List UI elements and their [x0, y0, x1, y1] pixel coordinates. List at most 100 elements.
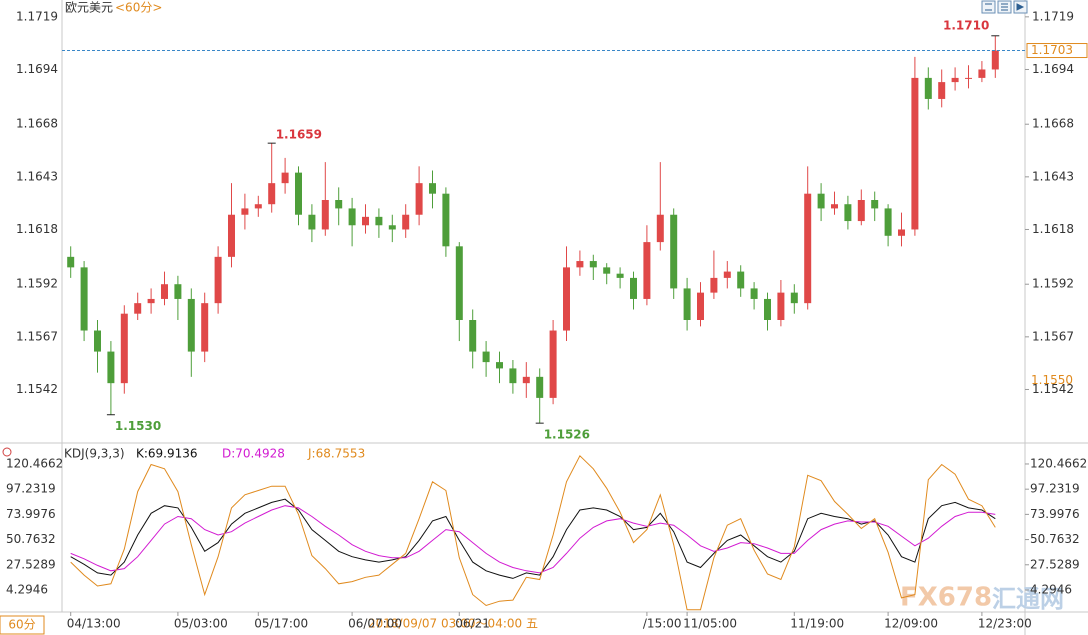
y-tick-label: 1.1618: [1032, 222, 1074, 236]
candle-body: [94, 330, 101, 352]
candle-body: [978, 69, 986, 78]
candle-body: [656, 214, 664, 243]
candle-body: [884, 208, 892, 236]
candle-body: [898, 229, 905, 236]
candle-body: [509, 368, 517, 384]
tool-button[interactable]: [981, 0, 996, 14]
y-tick-label: 120.4662: [6, 456, 63, 470]
candle-body: [308, 214, 316, 230]
candle-body: [616, 273, 624, 278]
candle-body: [415, 183, 423, 215]
candle-body: [817, 193, 825, 209]
x-tick-label: 06/07:00: [348, 617, 402, 631]
tool-icon: [1001, 3, 1025, 11]
x-tick-label: 12/09:00: [884, 617, 938, 631]
candle-body: [951, 77, 959, 83]
y-tick-label: 73.9976: [1030, 507, 1080, 521]
candle-body: [67, 256, 75, 268]
candle-body: [790, 292, 798, 304]
candle-body: [938, 82, 946, 99]
y-tick-label: 1.1592: [1032, 277, 1074, 291]
candle-body: [630, 277, 637, 299]
y-tick-label: 1.1643: [1032, 169, 1074, 183]
candle-body: [496, 362, 503, 369]
candle-body: [871, 200, 879, 209]
watermark: FX678: [900, 583, 992, 613]
chart-title: 欧元美元: [65, 1, 113, 15]
y-tick-label: 50.7632: [6, 532, 56, 546]
candle-body: [697, 292, 704, 320]
candle-body: [455, 246, 463, 320]
y-tick-label: 27.5289: [6, 557, 56, 571]
candle-body: [549, 330, 557, 398]
crosshair-time: 2018/09/07 03:00～04:00 五: [368, 617, 538, 631]
y-tick-label: 1.1643: [16, 169, 58, 183]
indicator-title: KDJ(9,3,3): [64, 447, 125, 461]
y-tick-label: 1.1542: [1032, 382, 1074, 396]
y-tick-label: 1.1719: [16, 9, 58, 23]
candle-body: [844, 204, 852, 222]
extreme-label: 1.1710: [943, 18, 989, 32]
candle-body: [201, 303, 209, 352]
candle-body: [469, 320, 477, 352]
y-tick-label: 1.1542: [16, 382, 58, 396]
candle-body: [804, 193, 812, 304]
y-tick-label: 1.1694: [16, 62, 58, 76]
tool-icon: [985, 3, 992, 11]
x-tick-label: /15:00: [643, 617, 682, 631]
x-tick-label: 11/19:00: [790, 617, 844, 631]
legend-label: D:70.4928: [222, 447, 285, 461]
candle-body: [924, 77, 932, 99]
candle-body: [563, 267, 570, 331]
y-tick-label: 1.1668: [1032, 117, 1074, 131]
candle-body: [670, 214, 678, 289]
extreme-label: 1.1526: [544, 428, 590, 442]
x-tick-label: 06/21: [455, 617, 490, 631]
candle-body: [683, 288, 691, 320]
toolbar[interactable]: [981, 0, 1028, 14]
current-price-label: 1.1703: [1031, 43, 1073, 57]
candle-body: [241, 208, 249, 215]
x-tick-label: 04/13:00: [67, 617, 121, 631]
candle-body: [80, 267, 88, 331]
candle-body: [576, 261, 584, 268]
candle-body: [254, 204, 262, 209]
extreme-label: 1.1659: [276, 128, 322, 142]
candle-body: [991, 50, 999, 70]
candle-body: [281, 172, 289, 184]
candle-body: [187, 298, 195, 352]
x-tick-label: 12/23:00: [978, 617, 1032, 631]
period-button-label[interactable]: 60分: [8, 618, 35, 632]
period-button[interactable]: [0, 615, 45, 635]
y-tick-label: 1.1694: [1032, 62, 1074, 76]
candle-body: [857, 200, 865, 222]
candle-body: [375, 216, 383, 226]
y-tick-label: 1.1567: [1032, 329, 1074, 343]
candle-body: [522, 376, 530, 384]
candle-body: [228, 214, 235, 257]
y-tick-label: 1.1668: [16, 117, 58, 131]
candle-body: [147, 298, 155, 304]
candle-body: [710, 277, 718, 293]
candle-body: [723, 271, 731, 278]
candle-body: [295, 172, 302, 215]
candle-body: [161, 284, 168, 299]
price-marker-label: 1.1550: [1031, 373, 1073, 387]
candle-body: [536, 376, 544, 398]
candle-body: [965, 77, 972, 79]
candle-body: [831, 204, 838, 209]
x-tick-label: 11/05:00: [683, 617, 737, 631]
candle-body: [268, 183, 276, 205]
candle-body: [321, 200, 329, 230]
candle-body: [911, 77, 919, 230]
settings-icon[interactable]: [2, 447, 12, 457]
y-tick-label: 27.5289: [1030, 557, 1080, 571]
y-tick-label: 1.1618: [16, 222, 58, 236]
y-tick-label: 1.1719: [1032, 9, 1074, 23]
candle-body: [777, 292, 785, 320]
candle-body: [134, 303, 142, 314]
candle-body: [737, 271, 745, 289]
candle-body: [362, 216, 369, 226]
y-tick-label: 1.1567: [16, 329, 58, 343]
